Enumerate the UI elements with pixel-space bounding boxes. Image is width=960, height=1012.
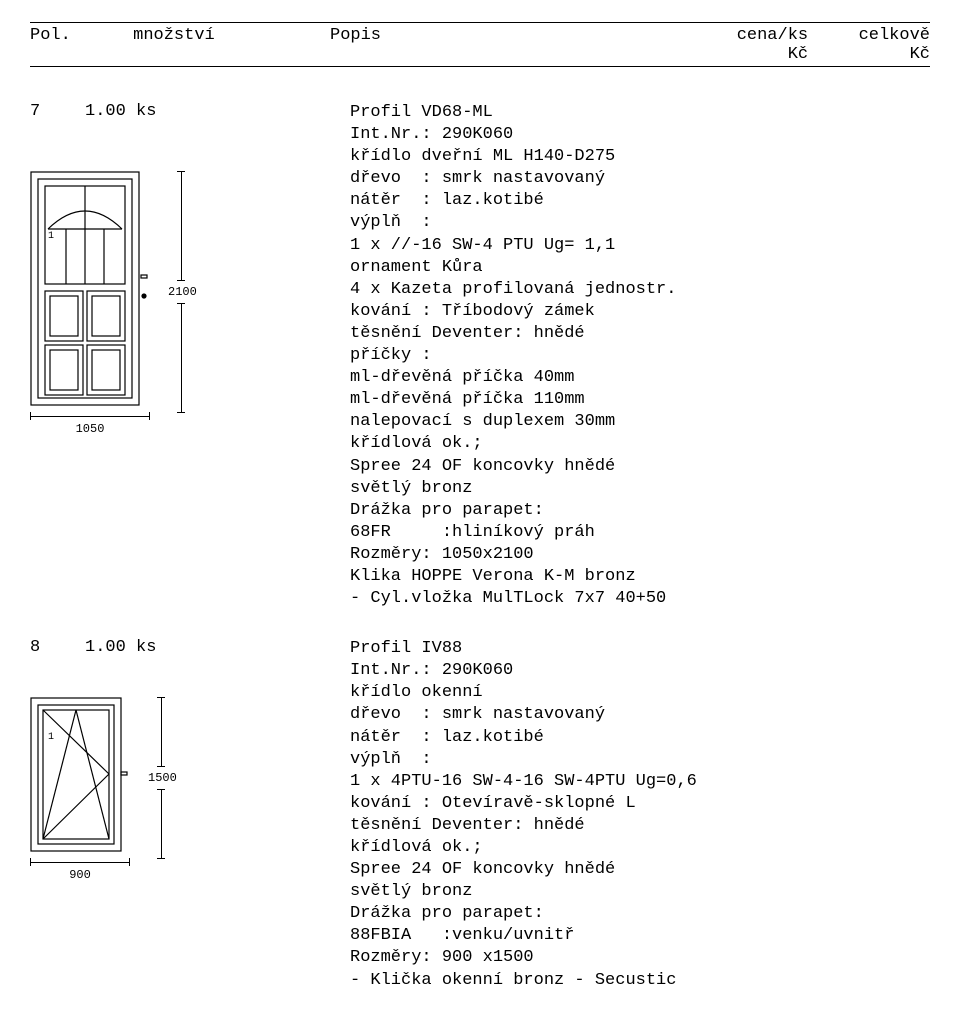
height-label: 1500 — [148, 771, 177, 785]
height-dimension: 2100 — [168, 171, 197, 413]
width-label: 900 — [69, 868, 91, 882]
item-description: Profil IV88 Int.Nr.: 290K060 křídlo oken… — [350, 638, 930, 992]
panel-no: 1 — [48, 732, 54, 743]
door-diagram: 1 — [30, 171, 350, 436]
header-rule — [30, 66, 930, 67]
item-no: 8 — [30, 638, 85, 657]
item-row-8: 8 1.00 ks 1 — [30, 638, 930, 992]
col-price: cena/ks — [668, 26, 809, 45]
currency-total: Kč — [808, 45, 930, 64]
window-icon — [30, 697, 130, 852]
item-qty: 1.00 ks — [85, 102, 156, 121]
height-label: 2100 — [168, 285, 197, 299]
table-header: Pol. množství Popis cena/ks celkově — [30, 26, 930, 45]
window-diagram: 1 — [30, 697, 350, 882]
item-no: 7 — [30, 102, 85, 121]
currency-price: Kč — [668, 45, 809, 64]
panel-no: 1 — [48, 231, 54, 242]
door-icon — [30, 171, 150, 406]
width-dimension: 900 — [30, 858, 130, 882]
height-dimension: 1500 — [148, 697, 177, 859]
col-pol: Pol. — [30, 26, 133, 45]
col-desc: Popis — [330, 26, 668, 45]
item-row-7: 7 1.00 ks 1 — [30, 102, 930, 610]
width-label: 1050 — [76, 422, 105, 436]
width-dimension: 1050 — [30, 412, 150, 436]
table-subheader: Kč Kč — [30, 45, 930, 64]
item-qty: 1.00 ks — [85, 638, 156, 657]
col-total: celkově — [808, 26, 930, 45]
col-qty: množství — [133, 26, 330, 45]
top-rule — [30, 22, 930, 23]
item-description: Profil VD68-ML Int.Nr.: 290K060 křídlo d… — [350, 102, 930, 610]
